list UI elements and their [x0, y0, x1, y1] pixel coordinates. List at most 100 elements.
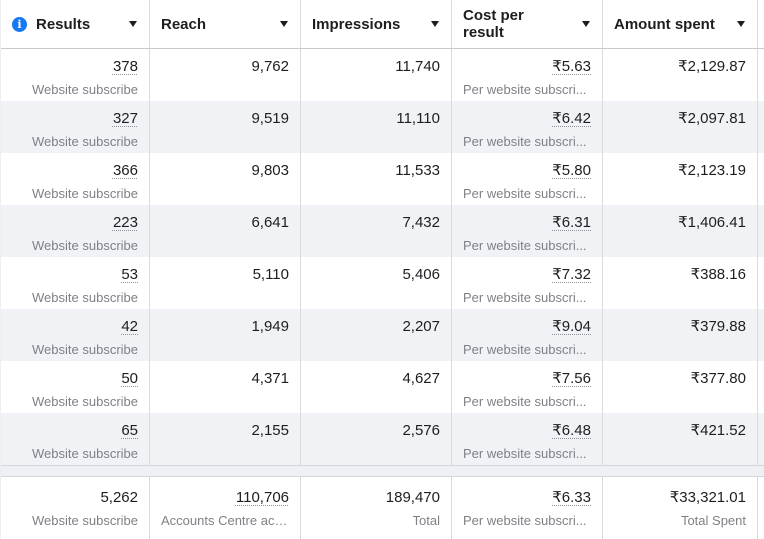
impressions-cell: 2,576	[301, 413, 452, 465]
reach-cell: 9,803	[150, 153, 301, 205]
column-label: Amount spent	[614, 15, 715, 33]
table-row[interactable]: 42 Website subscribe 1,949 2,207 ₹9.04 P…	[1, 309, 764, 361]
column-header-cost-per-result[interactable]: Cost per result	[452, 0, 603, 48]
chevron-down-icon[interactable]	[582, 21, 590, 27]
amount-spent-cell: ₹377.80	[603, 361, 758, 413]
result-type-label: Website subscribe	[32, 134, 138, 149]
table-row[interactable]: 50 Website subscribe 4,371 4,627 ₹7.56 P…	[1, 361, 764, 413]
table-row[interactable]: 378 Website subscribe 9,762 11,740 ₹5.63…	[1, 49, 764, 101]
impressions-cell: 7,432	[301, 205, 452, 257]
result-type-label: Website subscribe	[32, 82, 138, 97]
results-value[interactable]: 378	[112, 58, 138, 75]
column-header-impressions[interactable]: Impressions	[301, 0, 452, 48]
results-value[interactable]: 53	[121, 266, 138, 283]
results-cell: 42 Website subscribe	[1, 309, 150, 361]
cost-per-result-cell: ₹7.56 Per website subscri...	[452, 361, 603, 413]
cost-per-result-cell: ₹5.63 Per website subscri...	[452, 49, 603, 101]
cost-per-result-value[interactable]: ₹6.31	[552, 214, 591, 231]
table-row[interactable]: 366 Website subscribe 9,803 11,533 ₹5.80…	[1, 153, 764, 205]
cost-per-result-value[interactable]: ₹6.48	[552, 422, 591, 439]
cost-per-result-cell: ₹9.04 Per website subscri...	[452, 309, 603, 361]
results-cell: 378 Website subscribe	[1, 49, 150, 101]
cost-per-result-value[interactable]: ₹6.42	[552, 110, 591, 127]
cost-per-result-label: Per website subscri...	[463, 82, 587, 97]
impressions-cell: 5,406	[301, 257, 452, 309]
cost-per-result-value[interactable]: ₹5.63	[552, 58, 591, 75]
impressions-cell: 2,207	[301, 309, 452, 361]
cost-per-result-cell: ₹6.31 Per website subscri...	[452, 205, 603, 257]
reach-cell: 5,110	[150, 257, 301, 309]
results-value[interactable]: 65	[121, 422, 138, 439]
cost-per-result-label: Per website subscri...	[463, 238, 587, 253]
amount-spent-value: ₹2,123.19	[678, 162, 746, 179]
column-header-amount-spent[interactable]: Amount spent	[603, 0, 758, 48]
totals-spent-label: Total Spent	[680, 513, 746, 528]
reach-value: 9,803	[251, 162, 289, 179]
impressions-value: 4,627	[402, 370, 440, 387]
results-cell: 53 Website subscribe	[1, 257, 150, 309]
results-value[interactable]: 42	[121, 318, 138, 335]
amount-spent-value: ₹1,406.41	[678, 214, 746, 231]
impressions-value: 11,110	[396, 110, 440, 127]
info-icon[interactable]: i	[12, 16, 27, 32]
horizontal-scrollbar-track[interactable]	[1, 465, 764, 477]
results-value[interactable]: 223	[112, 214, 138, 231]
reach-value: 9,519	[251, 110, 289, 127]
totals-reach-value[interactable]: 110,706	[235, 489, 289, 506]
amount-spent-value: ₹379.88	[690, 318, 746, 335]
chevron-down-icon[interactable]	[280, 21, 288, 27]
column-label: Results	[36, 15, 91, 33]
reach-cell: 2,155	[150, 413, 301, 465]
chevron-down-icon[interactable]	[431, 21, 439, 27]
column-header-results[interactable]: i Results	[1, 0, 150, 48]
cost-per-result-label: Per website subscri...	[463, 134, 587, 149]
result-type-label: Website subscribe	[32, 446, 138, 461]
row-filler	[758, 101, 764, 153]
results-value[interactable]: 327	[112, 110, 138, 127]
totals-impressions-value: 189,470	[385, 489, 440, 506]
table-row[interactable]: 65 Website subscribe 2,155 2,576 ₹6.48 P…	[1, 413, 764, 465]
row-filler	[758, 257, 764, 309]
totals-impressions-cell: 189,470 Total	[301, 477, 452, 539]
table-row[interactable]: 327 Website subscribe 9,519 11,110 ₹6.42…	[1, 101, 764, 153]
amount-spent-cell: ₹388.16	[603, 257, 758, 309]
reach-value: 1,949	[251, 318, 289, 335]
totals-reach-label: Accounts Centre acc...	[161, 513, 289, 528]
results-cell: 65 Website subscribe	[1, 413, 150, 465]
reach-cell: 1,949	[150, 309, 301, 361]
impressions-value: 2,576	[402, 422, 440, 439]
row-filler	[758, 309, 764, 361]
amount-spent-value: ₹2,097.81	[678, 110, 746, 127]
cost-per-result-value[interactable]: ₹7.56	[552, 370, 591, 387]
cost-per-result-value[interactable]: ₹9.04	[552, 318, 591, 335]
amount-spent-value: ₹2,129.87	[678, 58, 746, 75]
results-cell: 50 Website subscribe	[1, 361, 150, 413]
amount-spent-cell: ₹2,097.81	[603, 101, 758, 153]
results-cell: 223 Website subscribe	[1, 205, 150, 257]
reach-value: 9,762	[251, 58, 289, 75]
result-type-label: Website subscribe	[32, 342, 138, 357]
results-value[interactable]: 50	[121, 370, 138, 387]
table-row[interactable]: 53 Website subscribe 5,110 5,406 ₹7.32 P…	[1, 257, 764, 309]
cost-per-result-label: Per website subscri...	[463, 290, 587, 305]
chevron-down-icon[interactable]	[737, 21, 745, 27]
column-label: Reach	[161, 15, 207, 33]
cost-per-result-value[interactable]: ₹7.32	[552, 266, 591, 283]
impressions-cell: 11,533	[301, 153, 452, 205]
column-header-reach[interactable]: Reach	[150, 0, 301, 48]
header-filler	[758, 0, 764, 48]
results-cell: 366 Website subscribe	[1, 153, 150, 205]
impressions-value: 11,533	[395, 162, 440, 179]
totals-spent-value: ₹33,321.01	[669, 489, 746, 506]
cost-per-result-cell: ₹6.42 Per website subscri...	[452, 101, 603, 153]
chevron-down-icon[interactable]	[129, 21, 137, 27]
totals-cost-value[interactable]: ₹6.33	[552, 489, 591, 506]
amount-spent-value: ₹421.52	[690, 422, 746, 439]
cost-per-result-value[interactable]: ₹5.80	[552, 162, 591, 179]
totals-results-label: Website subscribe	[32, 513, 138, 528]
result-type-label: Website subscribe	[32, 186, 138, 201]
results-value[interactable]: 366	[112, 162, 138, 179]
table-row[interactable]: 223 Website subscribe 6,641 7,432 ₹6.31 …	[1, 205, 764, 257]
reach-value: 2,155	[251, 422, 289, 439]
cost-per-result-label: Per website subscri...	[463, 446, 587, 461]
